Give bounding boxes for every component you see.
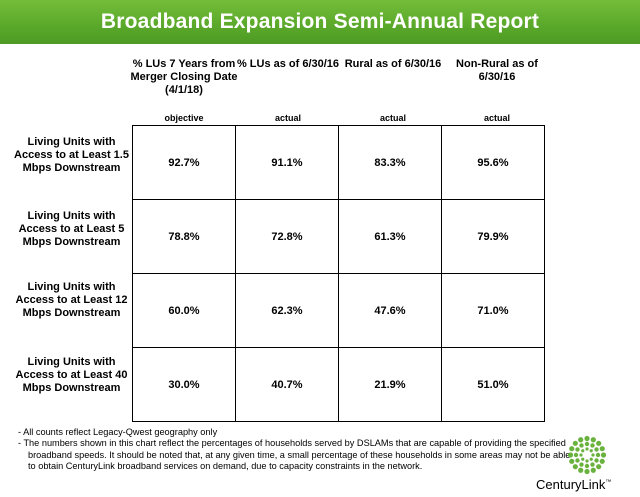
logo-dot: [567, 452, 574, 458]
logo-dot: [584, 463, 590, 469]
logo-dot: [599, 458, 605, 464]
logo-dot: [591, 453, 595, 457]
logo-dot: [584, 441, 590, 447]
centurylink-burst-icon: [567, 435, 607, 475]
logo-dot: [581, 457, 585, 461]
logo-dot: [596, 464, 602, 470]
row-heading-1-5-mbps: Living Units with Access to at Least 1.5…: [14, 136, 129, 174]
logo-dot: [575, 447, 580, 452]
table-row: 78.8% 72.8% 61.3% 79.9%: [132, 199, 545, 274]
logo-dot: [585, 459, 589, 463]
column-sub-nonrural: actual: [483, 113, 510, 123]
table-row: 92.7% 91.1% 83.3% 95.6%: [132, 125, 545, 200]
table-cell: 47.6%: [338, 273, 442, 348]
row-heading-5-mbps: Living Units with Access to at Least 5 M…: [18, 210, 125, 248]
table-cell: 61.3%: [338, 199, 442, 274]
logo-dot: [594, 458, 599, 463]
table-cell: 78.8%: [132, 199, 236, 274]
logo-dot: [572, 440, 578, 446]
logo-dot: [590, 437, 596, 443]
logo-dot: [573, 452, 579, 458]
title-banner: Broadband Expansion Semi-Annual Report: [0, 0, 640, 44]
logo-dot: [594, 447, 599, 452]
table-cell: 83.3%: [338, 125, 442, 200]
logo-dot: [589, 457, 593, 461]
logo-dot: [578, 437, 584, 443]
logo-dot: [581, 449, 585, 453]
logo-dot: [590, 462, 595, 467]
logo-dot: [579, 453, 583, 457]
column-heading-lus: % LUs as of 6/30/16: [236, 58, 340, 70]
table-cell: 92.7%: [132, 125, 236, 200]
footnote: - The numbers shown in this chart reflec…: [18, 438, 571, 472]
table-cell: 95.6%: [441, 125, 545, 200]
table-cell: 72.8%: [235, 199, 339, 274]
table-cell: 40.7%: [235, 347, 339, 422]
broadband-table: 92.7% 91.1% 83.3% 95.6% 78.8% 72.8% 61.3…: [132, 125, 545, 422]
column-heading-rural: Rural as of 6/30/16: [344, 58, 442, 70]
row-heading-12-mbps: Living Units with Access to at Least 12 …: [15, 281, 128, 319]
table-cell: 21.9%: [338, 347, 442, 422]
footnote: - All counts reflect Legacy-Qwest geogra…: [18, 427, 218, 437]
footnotes: - All counts reflect Legacy-Qwest geogra…: [18, 427, 578, 473]
page-title: Broadband Expansion Semi-Annual Report: [100, 10, 540, 33]
logo-dot: [579, 443, 584, 448]
centurylink-logo: CenturyLink™: [532, 434, 632, 494]
column-sub-objective: objective: [164, 113, 204, 123]
logo-dot: [584, 435, 590, 442]
table-row: 60.0% 62.3% 47.6% 71.0%: [132, 273, 545, 348]
column-sub-rural: actual: [379, 113, 406, 123]
logo-dot: [572, 464, 578, 470]
logo-dot: [589, 449, 593, 453]
row-heading-40-mbps: Living Units with Access to at Least 40 …: [15, 356, 128, 394]
logo-dot: [579, 462, 584, 467]
table-cell: 60.0%: [132, 273, 236, 348]
logo-dot: [569, 446, 575, 452]
column-heading-nonrural: Non-Rural as of 6/30/16: [456, 58, 538, 83]
logo-dot: [595, 452, 601, 458]
logo-dot: [585, 447, 589, 451]
column-heading-objective: % LUs 7 Years from Merger Closing Date (…: [130, 58, 238, 96]
logo-dot: [575, 458, 580, 463]
logo-dot: [569, 458, 575, 464]
table-cell: 30.0%: [132, 347, 236, 422]
logo-dot: [599, 446, 605, 452]
table-cell: 91.1%: [235, 125, 339, 200]
table-cell: 51.0%: [441, 347, 545, 422]
logo-dot: [578, 467, 584, 473]
table-cell: 79.9%: [441, 199, 545, 274]
logo-wordmark: CenturyLink™: [536, 477, 612, 492]
logo-dot: [590, 443, 595, 448]
logo-dot: [584, 468, 590, 475]
logo-dot: [596, 440, 602, 446]
table-cell: 71.0%: [441, 273, 545, 348]
logo-dot: [590, 467, 596, 473]
trademark-mark: ™: [605, 479, 612, 486]
table-cell: 62.3%: [235, 273, 339, 348]
column-sub-lus: actual: [274, 113, 301, 123]
table-row: 30.0% 40.7% 21.9% 51.0%: [132, 347, 545, 422]
logo-dot: [600, 452, 607, 458]
